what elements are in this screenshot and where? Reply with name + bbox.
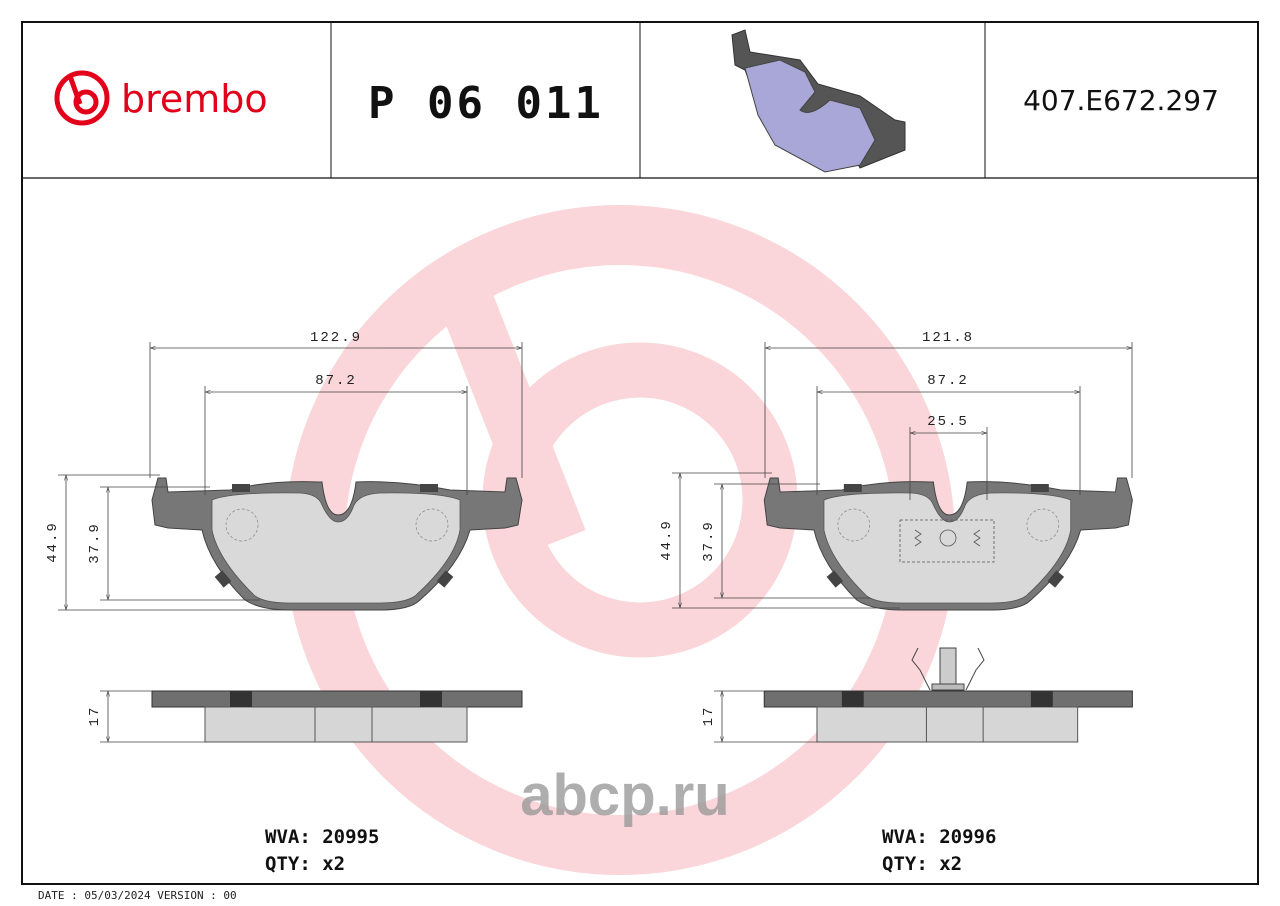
dimension-label: 17 bbox=[701, 706, 717, 727]
dimension-label: 87.2 bbox=[927, 373, 969, 389]
dimension-label: 17 bbox=[87, 706, 103, 727]
pad-side-left bbox=[151, 690, 523, 743]
quantity: QTY: x2 bbox=[265, 853, 345, 875]
dimension-label: 87.2 bbox=[315, 373, 357, 389]
brand: brembo bbox=[121, 77, 268, 121]
part-number: P 06 011 bbox=[368, 78, 604, 129]
quantity: QTY: x2 bbox=[882, 853, 962, 875]
dimension-label: 44.9 bbox=[45, 521, 61, 563]
watermark-text: abcp.ru bbox=[520, 763, 730, 828]
dimension-lines bbox=[58, 342, 1133, 743]
dimension-label: 121.8 bbox=[922, 330, 974, 346]
pad-illustration bbox=[731, 29, 906, 173]
footer: DATE : 05/03/2024 VERSION : 00 bbox=[38, 889, 237, 902]
dimension-label: 37.9 bbox=[87, 522, 103, 564]
wva-number: WVA: 20996 bbox=[882, 826, 996, 848]
wear-sensor-spring bbox=[899, 519, 995, 563]
brand-icon bbox=[54, 70, 110, 126]
dimension-label: 37.9 bbox=[701, 520, 717, 562]
code: 407.E672.297 bbox=[1023, 84, 1219, 117]
clip bbox=[911, 647, 985, 691]
wva-number: WVA: 20995 bbox=[265, 826, 379, 848]
pad-side-right bbox=[763, 690, 1133, 743]
dimension-label: 25.5 bbox=[927, 414, 969, 430]
dimension-label: 122.9 bbox=[310, 330, 362, 346]
dimension-label: 44.9 bbox=[659, 519, 675, 561]
